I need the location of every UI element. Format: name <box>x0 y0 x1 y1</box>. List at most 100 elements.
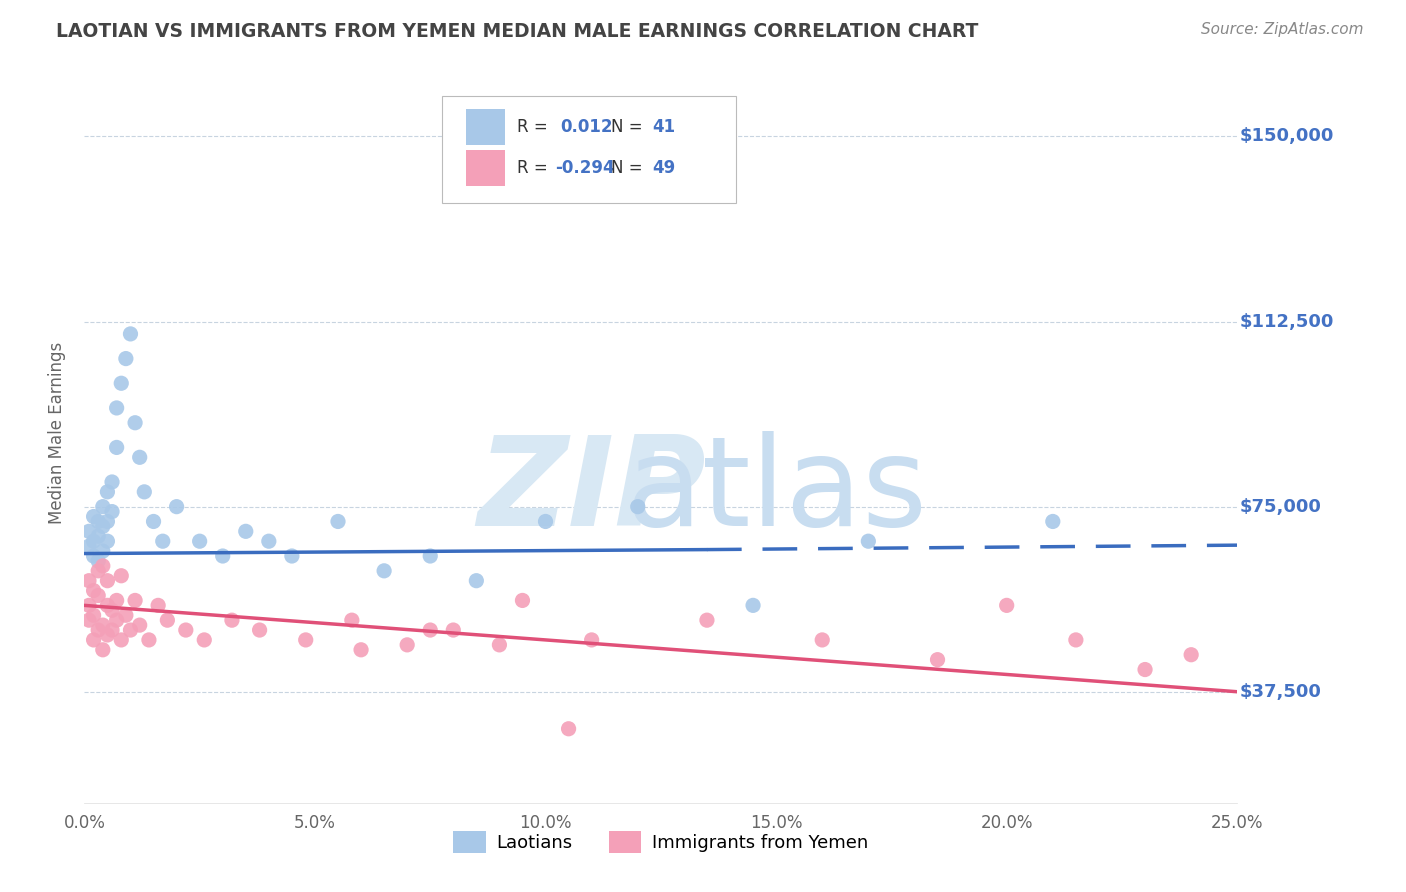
Point <box>534 515 557 529</box>
Point <box>138 632 160 647</box>
Point <box>174 623 197 637</box>
Point <box>101 505 124 519</box>
Point <box>512 593 534 607</box>
Point <box>419 623 441 637</box>
Point <box>87 529 110 543</box>
Point <box>91 544 114 558</box>
Point <box>557 722 579 736</box>
Point <box>1133 663 1156 677</box>
Point <box>83 608 105 623</box>
Point <box>77 599 100 613</box>
Point <box>742 599 765 613</box>
Point <box>193 632 215 647</box>
Point <box>1042 515 1064 529</box>
Point <box>77 613 100 627</box>
Point <box>120 326 142 341</box>
Text: atlas: atlas <box>626 432 927 552</box>
Point <box>142 515 165 529</box>
Text: R =: R = <box>517 159 553 177</box>
Point <box>152 534 174 549</box>
Point <box>166 500 188 514</box>
Point <box>101 603 124 617</box>
Point <box>87 554 110 568</box>
Point <box>811 632 834 647</box>
Point <box>156 613 179 627</box>
Point <box>350 642 373 657</box>
Point <box>96 574 118 588</box>
Point <box>105 593 128 607</box>
Text: 0.012: 0.012 <box>561 119 613 136</box>
Point <box>105 401 128 415</box>
Point <box>146 599 169 613</box>
Point <box>488 638 510 652</box>
Point <box>87 589 110 603</box>
Point <box>858 534 880 549</box>
Point <box>105 613 128 627</box>
Point <box>83 549 105 563</box>
FancyBboxPatch shape <box>465 109 505 145</box>
Point <box>419 549 441 563</box>
Point <box>91 618 114 632</box>
Point <box>927 653 949 667</box>
Point <box>188 534 211 549</box>
Point <box>96 599 118 613</box>
Text: -0.294: -0.294 <box>555 159 614 177</box>
Point <box>101 475 124 489</box>
Point <box>83 632 105 647</box>
Text: $150,000: $150,000 <box>1240 128 1334 145</box>
Point <box>249 623 271 637</box>
Point <box>96 534 118 549</box>
Point <box>87 515 110 529</box>
Point <box>128 618 150 632</box>
Point <box>124 593 146 607</box>
Point <box>110 632 132 647</box>
Point <box>1180 648 1202 662</box>
Point <box>294 632 316 647</box>
Point <box>83 534 105 549</box>
Point <box>110 568 132 582</box>
Point <box>120 623 142 637</box>
Text: R =: R = <box>517 119 553 136</box>
Point <box>96 484 118 499</box>
Text: N =: N = <box>612 159 648 177</box>
Point <box>115 351 138 366</box>
Text: 49: 49 <box>652 159 676 177</box>
Point <box>134 484 156 499</box>
Point <box>128 450 150 465</box>
Point <box>396 638 419 652</box>
Point <box>257 534 280 549</box>
Point <box>101 623 124 637</box>
Text: $37,500: $37,500 <box>1240 682 1322 701</box>
Point <box>441 623 464 637</box>
Point <box>83 509 105 524</box>
Point <box>96 515 118 529</box>
Point <box>696 613 718 627</box>
Point <box>91 519 114 533</box>
Point <box>340 613 363 627</box>
Point <box>87 564 110 578</box>
Point <box>465 574 488 588</box>
Text: LAOTIAN VS IMMIGRANTS FROM YEMEN MEDIAN MALE EARNINGS CORRELATION CHART: LAOTIAN VS IMMIGRANTS FROM YEMEN MEDIAN … <box>56 22 979 41</box>
FancyBboxPatch shape <box>441 95 735 203</box>
Point <box>326 515 349 529</box>
Legend: Laotians, Immigrants from Yemen: Laotians, Immigrants from Yemen <box>446 824 876 861</box>
Point <box>995 599 1018 613</box>
Point <box>91 642 114 657</box>
Point <box>1064 632 1087 647</box>
Point <box>373 564 395 578</box>
Text: $112,500: $112,500 <box>1240 312 1334 331</box>
Point <box>110 376 132 391</box>
Point <box>281 549 304 563</box>
Point <box>627 500 650 514</box>
Point <box>83 583 105 598</box>
Point <box>91 500 114 514</box>
Point <box>211 549 233 563</box>
Text: Source: ZipAtlas.com: Source: ZipAtlas.com <box>1201 22 1364 37</box>
Point <box>235 524 257 539</box>
Point <box>87 623 110 637</box>
Point <box>91 558 114 573</box>
Point <box>124 416 146 430</box>
Point <box>115 608 138 623</box>
Point <box>221 613 243 627</box>
Text: 41: 41 <box>652 119 676 136</box>
